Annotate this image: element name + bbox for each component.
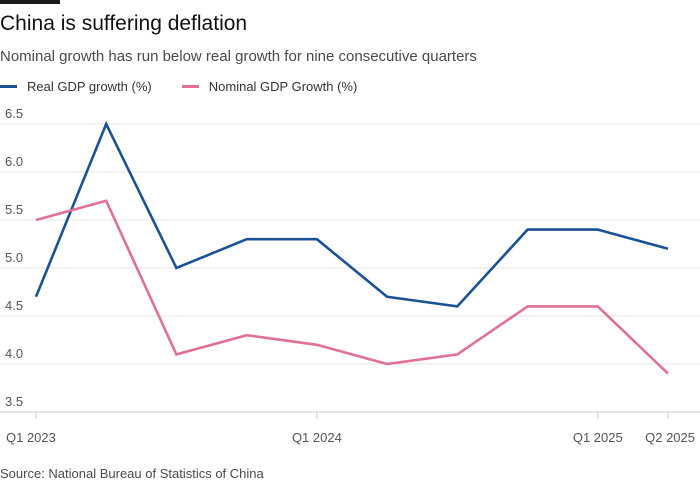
legend-item-real: Real GDP growth (%): [0, 79, 152, 94]
y-tick-label: 4.5: [5, 298, 23, 313]
legend-label-real: Real GDP growth (%): [27, 79, 152, 94]
y-tick-label: 4.0: [5, 346, 23, 361]
legend-swatch-nominal: [181, 85, 199, 88]
y-tick-label: 5.5: [5, 202, 23, 217]
x-tick-label: Q1 2023: [6, 430, 56, 445]
y-tick-label: 6.0: [5, 154, 23, 169]
chart-title: China is suffering deflation: [0, 12, 248, 35]
series-line-nominal-gdp: [35, 199, 669, 375]
y-tick-label: 6.5: [5, 106, 23, 121]
x-tick-label: Q1 2025: [573, 430, 623, 445]
legend-label-nominal: Nominal GDP Growth (%): [208, 79, 358, 94]
x-tick-label: Q2 2025: [645, 430, 695, 445]
top-rule: [0, 0, 60, 4]
chart-subtitle: Nominal growth has run below real growth…: [0, 48, 477, 65]
x-tick-label: Q1 2024: [292, 430, 342, 445]
legend-swatch-real: [0, 85, 17, 88]
y-tick-label: 3.5: [5, 394, 23, 409]
legend-item-nominal: Nominal GDP Growth (%): [181, 79, 358, 94]
series-lines: [34, 120, 669, 375]
x-axis-ticks: Q1 2023 Q1 2024 Q1 2025 Q2 2025: [6, 412, 695, 445]
source-note: Source: National Bureau of Statistics of…: [0, 466, 264, 481]
series-line-real-gdp: [34, 120, 669, 308]
y-tick-label: 5.0: [5, 250, 23, 265]
legend: Real GDP growth (%) Nominal GDP Growth (…: [0, 79, 387, 94]
y-axis-ticks: 3.5 4.0 4.5 5.0 5.5 6.0 6.5: [5, 106, 23, 409]
